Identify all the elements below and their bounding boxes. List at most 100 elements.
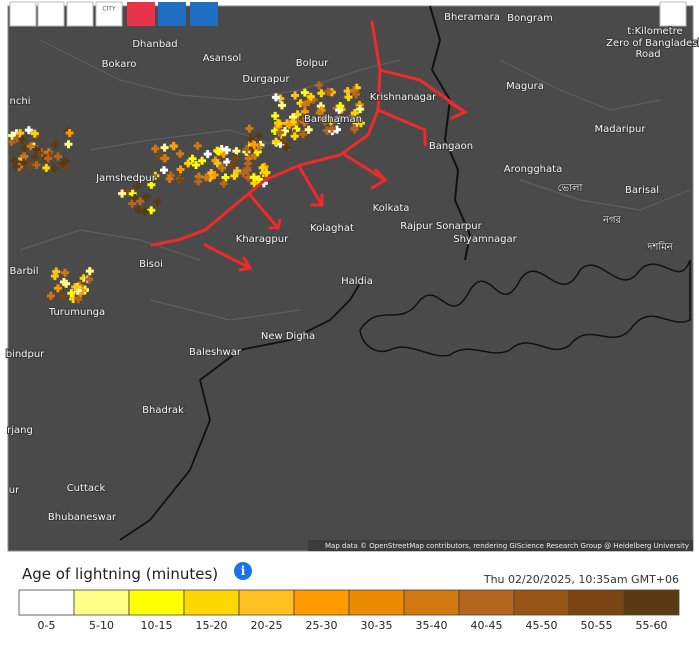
strike: [141, 193, 150, 202]
place-label: নগর: [602, 215, 622, 226]
strike: [213, 159, 222, 168]
place-label: Durgapur: [242, 74, 290, 85]
delta-coast: [359, 259, 691, 357]
strike: [291, 91, 300, 100]
strike: [71, 283, 80, 292]
strike: [262, 168, 271, 177]
strike: [203, 150, 212, 159]
strike: [151, 144, 160, 153]
place-label: Magura: [506, 81, 544, 92]
strike: [192, 160, 201, 169]
strike: [46, 291, 55, 300]
place-label: Bardhaman: [304, 114, 362, 125]
strike: [350, 124, 359, 133]
strike-button[interactable]: [158, 2, 186, 26]
strike: [20, 144, 29, 153]
attribution-background: [308, 540, 693, 551]
legend-swatch: [568, 589, 625, 616]
place-label: Baleshwar: [189, 347, 242, 358]
city-button[interactable]: [95, 1, 123, 27]
legend-swatch: [128, 589, 185, 616]
strike: [279, 136, 288, 145]
place-label: Haldia: [341, 276, 373, 287]
strike: [30, 129, 39, 138]
strike: [85, 275, 94, 284]
strike: [280, 126, 289, 135]
place-label: Road: [635, 49, 660, 60]
place-label: দশমিন: [646, 241, 674, 253]
strike: [356, 119, 365, 128]
strike: [12, 162, 21, 171]
strike: [324, 87, 333, 96]
legend-swatch: [293, 589, 350, 616]
legend-label: 45-50: [526, 619, 558, 632]
legend-swatch: [73, 589, 130, 616]
strike: [147, 206, 156, 215]
strike: [336, 102, 345, 111]
strike: [194, 177, 203, 186]
strike: [233, 166, 242, 175]
place-label: Bangaon: [429, 141, 473, 152]
legend-label: 25-30: [306, 619, 338, 632]
strike: [165, 174, 174, 183]
strike: [352, 90, 361, 99]
strike: [356, 105, 365, 114]
place-label: rjang: [7, 425, 33, 436]
strike: [67, 289, 76, 298]
strike: [184, 159, 193, 168]
strike: [227, 160, 236, 169]
strike: [290, 132, 299, 141]
place-label: Asansol: [203, 53, 242, 64]
strike: [285, 120, 294, 129]
place-labels: Bheramara Bongram Dhanbad Asansol Bolpur Boka…: [5, 11, 699, 524]
zoom-button[interactable]: [66, 1, 94, 27]
share-button[interactable]: [659, 1, 687, 27]
strike: [31, 152, 40, 161]
legend-swatch: [18, 589, 75, 616]
place-label: Bongram: [507, 13, 553, 24]
place-label: Bhadrak: [142, 405, 184, 416]
legend-label: 15-20: [196, 619, 228, 632]
strike: [300, 88, 309, 97]
strike: [155, 151, 164, 160]
strike: [151, 171, 160, 180]
timestamp: Thu 02/20/2025, 10:35am GMT+06: [483, 573, 679, 586]
lightning-strikes: [7, 81, 365, 304]
strike: [61, 268, 70, 277]
coastline: [119, 274, 366, 541]
place-label: Rajpur Sonarpur: [400, 221, 482, 232]
strike: [315, 108, 324, 117]
place-label: Shyamnagar: [453, 234, 517, 245]
strike: [74, 295, 83, 304]
strike: [300, 107, 309, 116]
strike: [245, 124, 254, 133]
strike: [221, 173, 230, 182]
lightning-button[interactable]: [127, 2, 155, 26]
info-button[interactable]: i: [234, 562, 252, 580]
locate-button[interactable]: [37, 1, 65, 27]
legend-swatch: [183, 589, 240, 616]
strike: [321, 114, 330, 123]
strike: [299, 130, 308, 139]
place-label: Madaripur: [595, 124, 647, 135]
attribution: Map data © OpenStreetMap contributors, r…: [325, 542, 689, 550]
strike: [24, 126, 33, 135]
refresh-button[interactable]: [9, 1, 37, 27]
place-label: Kharagpur: [236, 234, 289, 245]
strike: [232, 147, 241, 156]
strike: [128, 199, 137, 208]
strike: [282, 143, 291, 152]
strike: [58, 291, 67, 300]
legend-swatch: [348, 589, 405, 616]
place-label: ur: [9, 485, 20, 496]
layer-button[interactable]: [190, 2, 218, 26]
strike: [258, 163, 267, 172]
strike: [10, 156, 19, 165]
legend-label: 40-45: [471, 619, 503, 632]
strike: [176, 176, 185, 185]
place-label: Zero of Bangladesh: [606, 38, 699, 49]
strike: [315, 81, 324, 90]
strike: [254, 131, 263, 140]
annotation-arrows: [150, 20, 469, 272]
strike: [50, 272, 59, 281]
